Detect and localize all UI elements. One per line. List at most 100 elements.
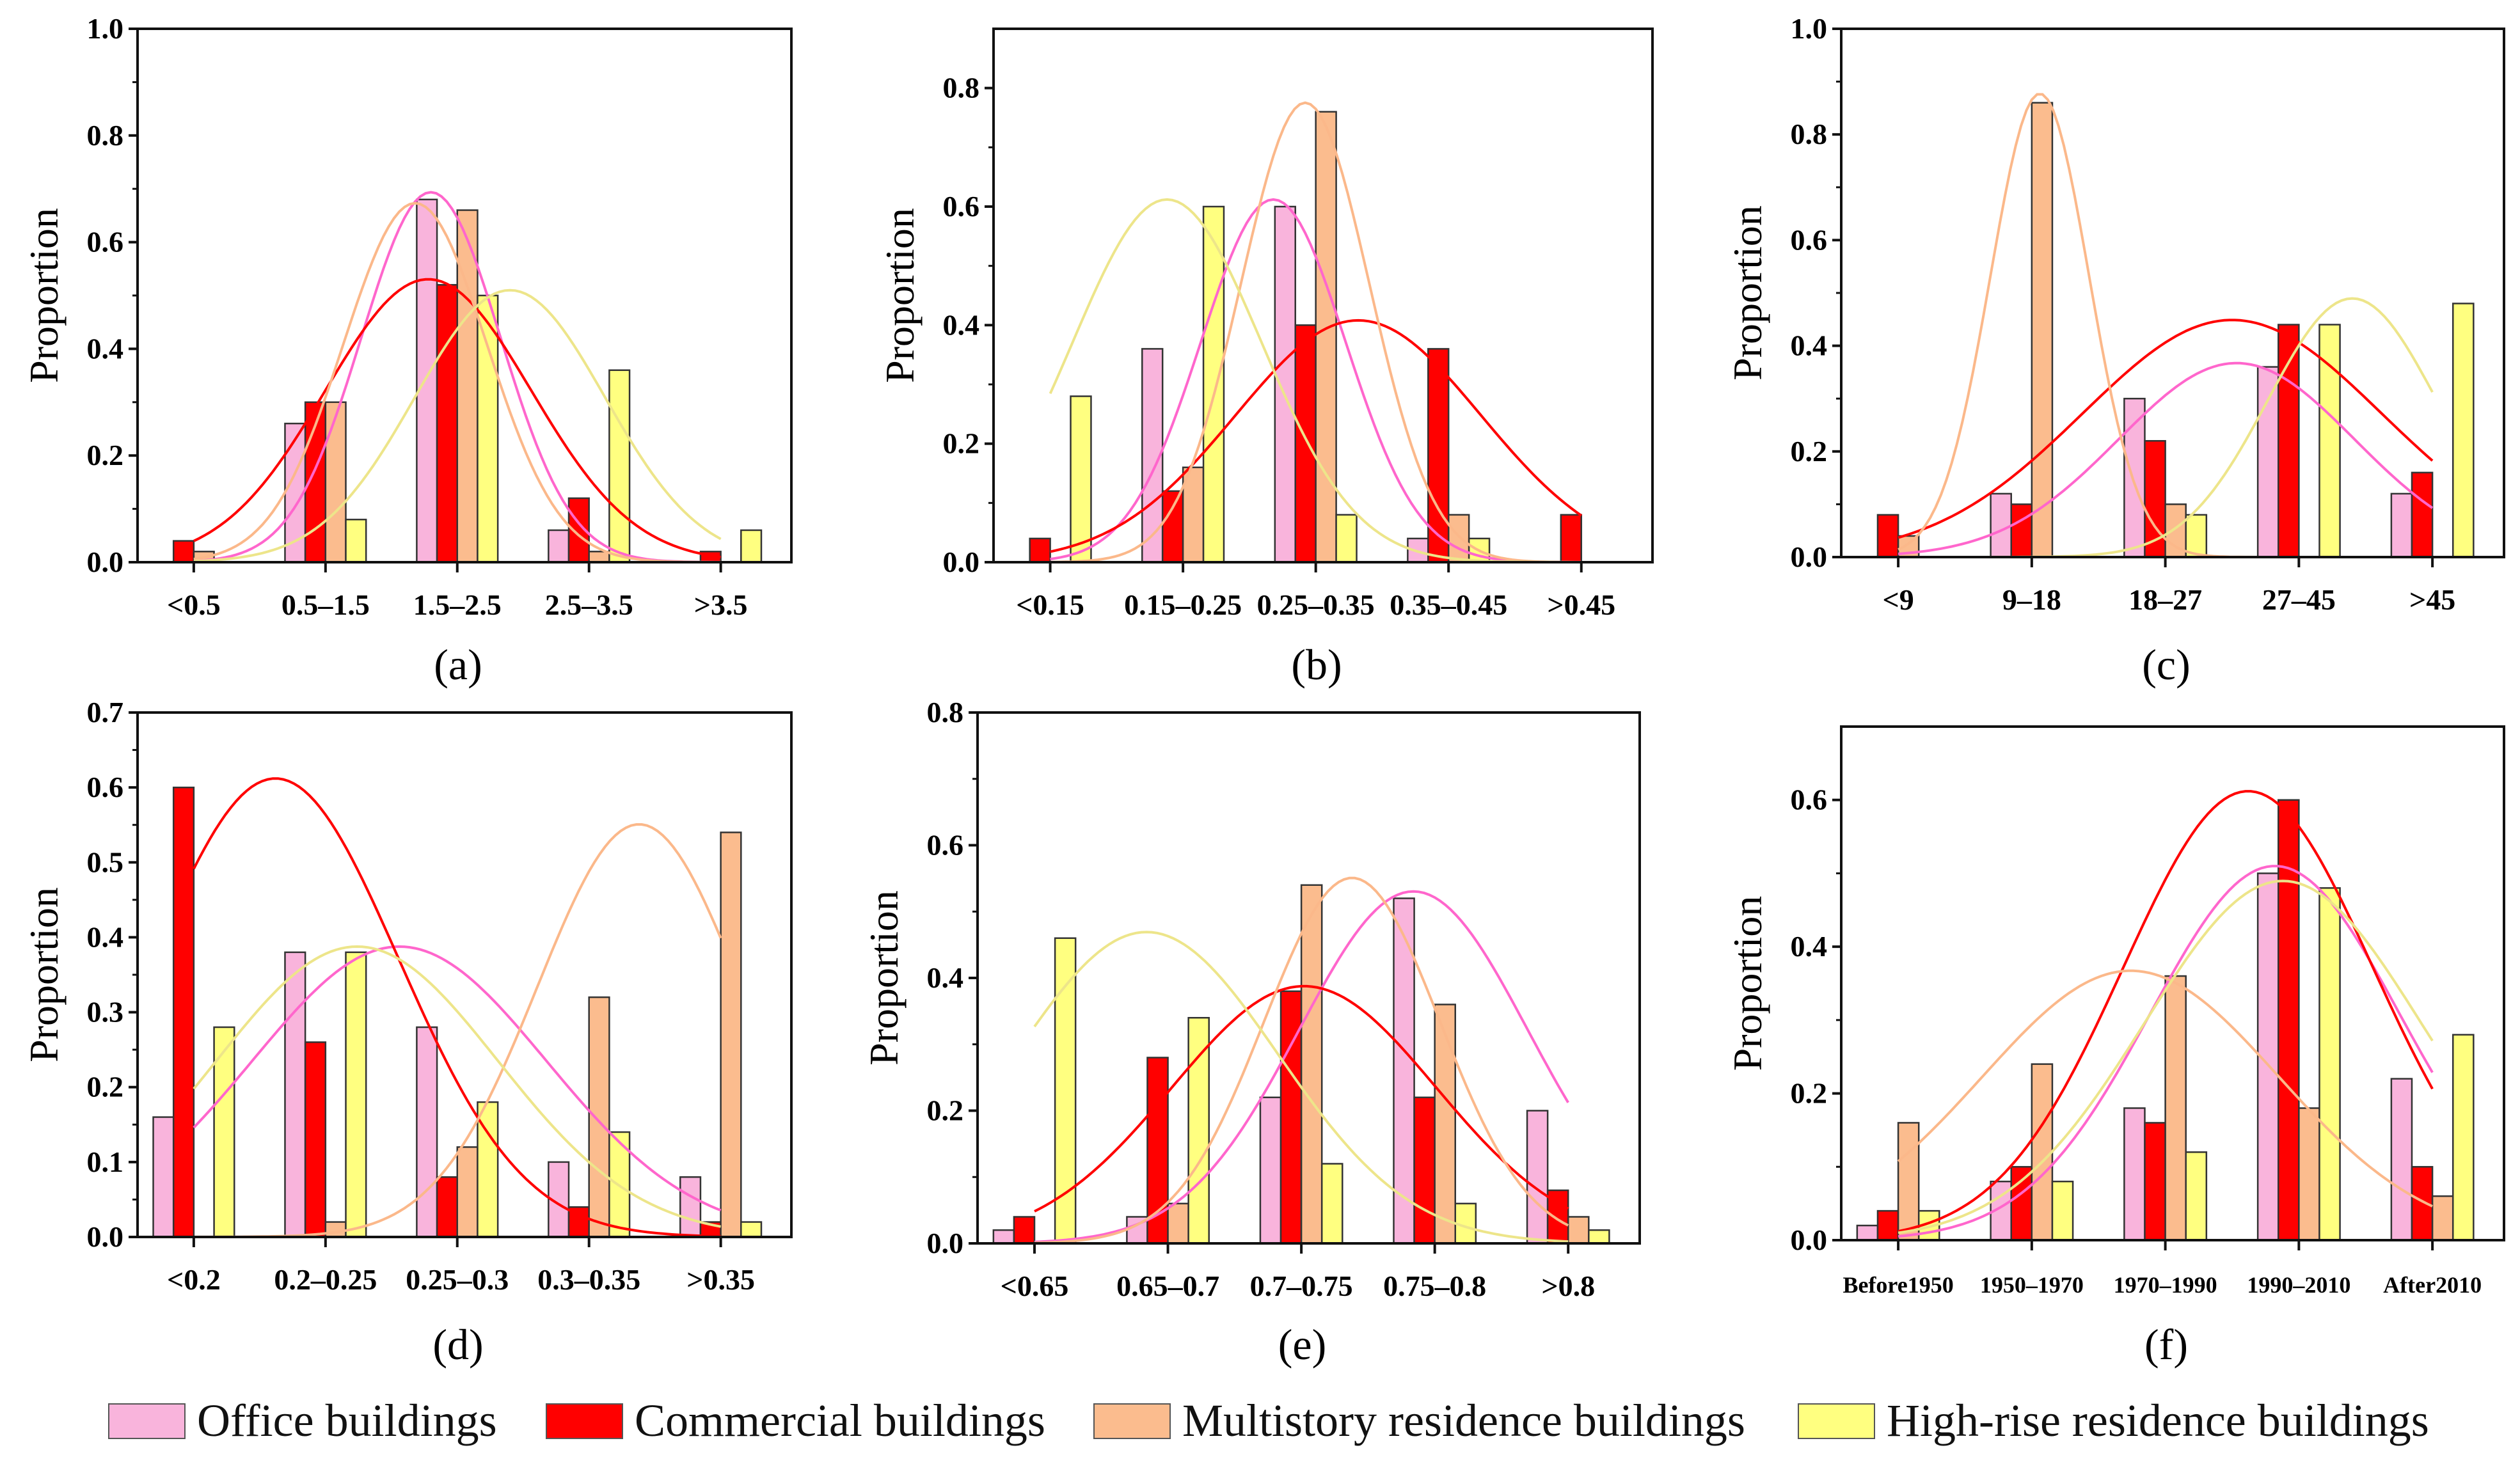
y-axis-label: Proportion	[1725, 896, 1770, 1071]
fit-curve-highrise	[1033, 931, 1569, 1243]
bar-multistory	[2031, 102, 2054, 558]
bar-multistory	[1434, 1004, 1457, 1245]
panel-label: (b)	[1291, 640, 1342, 689]
bar-highrise	[213, 1026, 235, 1238]
bar-multistory	[1567, 1216, 1590, 1245]
x-tick-label: 1990–2010	[2247, 1272, 2350, 1298]
bar-multistory	[588, 996, 610, 1238]
x-tick-label: 27–45	[2262, 583, 2336, 616]
y-tick-label: 0.8	[1791, 118, 1828, 150]
bar-commercial	[1560, 514, 1583, 563]
y-tick-label: 0.8	[927, 696, 964, 728]
y-tick-label: 0.0	[943, 546, 980, 578]
y-tick-label: 0.6	[87, 771, 124, 803]
bar-multistory	[2298, 1107, 2320, 1241]
fit-curve-office	[1034, 890, 1569, 1243]
legend-item-commercial: Commercial buildings	[546, 1394, 1045, 1447]
bar-multistory	[1897, 1122, 1920, 1241]
y-tick-label: 0.0	[1791, 1224, 1828, 1256]
y-tick-label: 0.7	[87, 696, 124, 728]
bar-multistory	[324, 1221, 347, 1238]
bar-office	[2256, 366, 2279, 558]
bar-office	[992, 1229, 1015, 1245]
fit-curve-multistory	[1050, 101, 1581, 563]
bar-highrise	[477, 294, 499, 563]
x-tick-label: Before1950	[1842, 1272, 1953, 1298]
bar-commercial	[436, 284, 459, 563]
fit-curve-office	[1898, 361, 2434, 555]
x-tick-label: 0.35–0.45	[1390, 588, 1507, 621]
bar-highrise	[1588, 1229, 1610, 1245]
bar-commercial	[172, 540, 195, 563]
bar-office	[1990, 492, 2012, 558]
bar-highrise	[608, 369, 631, 563]
y-axis-label: Proportion	[1725, 205, 1770, 381]
x-tick-label: 2.5–3.5	[545, 588, 633, 621]
chart-panel-f: 0.0 0.2 0.4 0.6 Before1950 1950–1970 1970–1990…	[1725, 725, 2505, 1369]
plot-frame	[1840, 28, 2505, 558]
legend-label: Commercial buildings	[635, 1395, 1045, 1446]
bar-commercial	[2277, 324, 2300, 558]
x-tick-label: >0.8	[1541, 1270, 1595, 1302]
bar-highrise	[1202, 205, 1225, 563]
x-tick-label: 0.65–0.7	[1116, 1270, 1219, 1302]
y-tick-label: 0.4	[87, 332, 124, 365]
x-tick-label: 18–27	[2128, 583, 2202, 616]
panel-label: (a)	[434, 640, 482, 689]
bar-highrise	[1187, 1017, 1210, 1245]
legend-swatch-multistory	[1093, 1403, 1171, 1439]
x-tick-label: 1.5–2.5	[413, 588, 502, 621]
y-tick-label: 0.6	[87, 226, 124, 258]
y-tick-label: 0.0	[927, 1227, 964, 1259]
fit-curve-highrise	[1898, 879, 2434, 1234]
x-tick-label: >45	[2409, 583, 2455, 616]
x-tick-label: 1970–1990	[2114, 1272, 2217, 1298]
x-tick-label: 0.15–0.25	[1124, 588, 1242, 621]
bar-commercial	[1413, 1096, 1436, 1245]
bar-highrise	[2318, 887, 2341, 1241]
fit-curve-commercial	[1898, 319, 2434, 539]
x-tick-label: >3.5	[694, 588, 748, 621]
y-tick-label: 0.8	[87, 119, 124, 152]
bar-office	[1856, 1224, 1879, 1241]
legend-item-office: Office buildings	[108, 1394, 497, 1447]
bar-commercial	[2144, 1122, 2166, 1241]
fit-curve-multistory	[1034, 876, 1569, 1245]
bar-commercial	[2010, 503, 2033, 558]
legend-swatch-commercial	[546, 1403, 623, 1439]
panel-label: (d)	[432, 1320, 483, 1369]
y-tick-label: 0.6	[1791, 784, 1828, 816]
panel-label: (c)	[2142, 640, 2190, 689]
fit-curve-office	[1898, 865, 2434, 1238]
fit-curve-commercial	[193, 278, 721, 559]
bar-highrise	[345, 519, 367, 563]
bar-office	[2123, 1107, 2146, 1241]
bar-multistory	[1300, 884, 1323, 1245]
x-tick-label: <0.65	[1001, 1270, 1069, 1302]
bar-multistory	[1315, 111, 1337, 563]
bar-highrise	[1320, 1163, 1343, 1245]
bar-highrise	[2051, 1180, 2074, 1241]
bar-office	[2390, 1078, 2413, 1241]
bar-highrise	[740, 1221, 763, 1238]
chart-panel-a: 0.0 0.2 0.4 0.6 0.8 1.0 <0.5 0.5–1.5 1.5–2.5 2.5–…	[21, 12, 793, 689]
bar-commercial	[172, 786, 195, 1238]
fit-curve-commercial	[1050, 319, 1582, 553]
chart-panel-b: 0.0 0.2 0.4 0.6 0.8 <0.15 0.15–0.25 0.25–0.35 0.…	[877, 28, 1654, 689]
fit-curve-commercial	[1898, 790, 2434, 1233]
legend-label: Office buildings	[197, 1395, 497, 1446]
x-tick-label: >0.35	[686, 1263, 755, 1296]
x-tick-label: 0.25–0.3	[406, 1263, 509, 1296]
y-axis-label: Proportion	[861, 890, 907, 1066]
bar-office	[548, 529, 570, 563]
x-tick-label: 0.25–0.35	[1257, 588, 1375, 621]
bar-office	[416, 1026, 438, 1238]
fit-curve-multistory	[193, 201, 721, 563]
bar-commercial	[436, 1176, 459, 1238]
fit-curve-commercial	[1034, 984, 1569, 1213]
x-tick-label: After2010	[2383, 1272, 2482, 1298]
fit-curve-commercial	[193, 777, 721, 1238]
bar-commercial	[1876, 1209, 1899, 1241]
bar-highrise	[1070, 395, 1092, 563]
